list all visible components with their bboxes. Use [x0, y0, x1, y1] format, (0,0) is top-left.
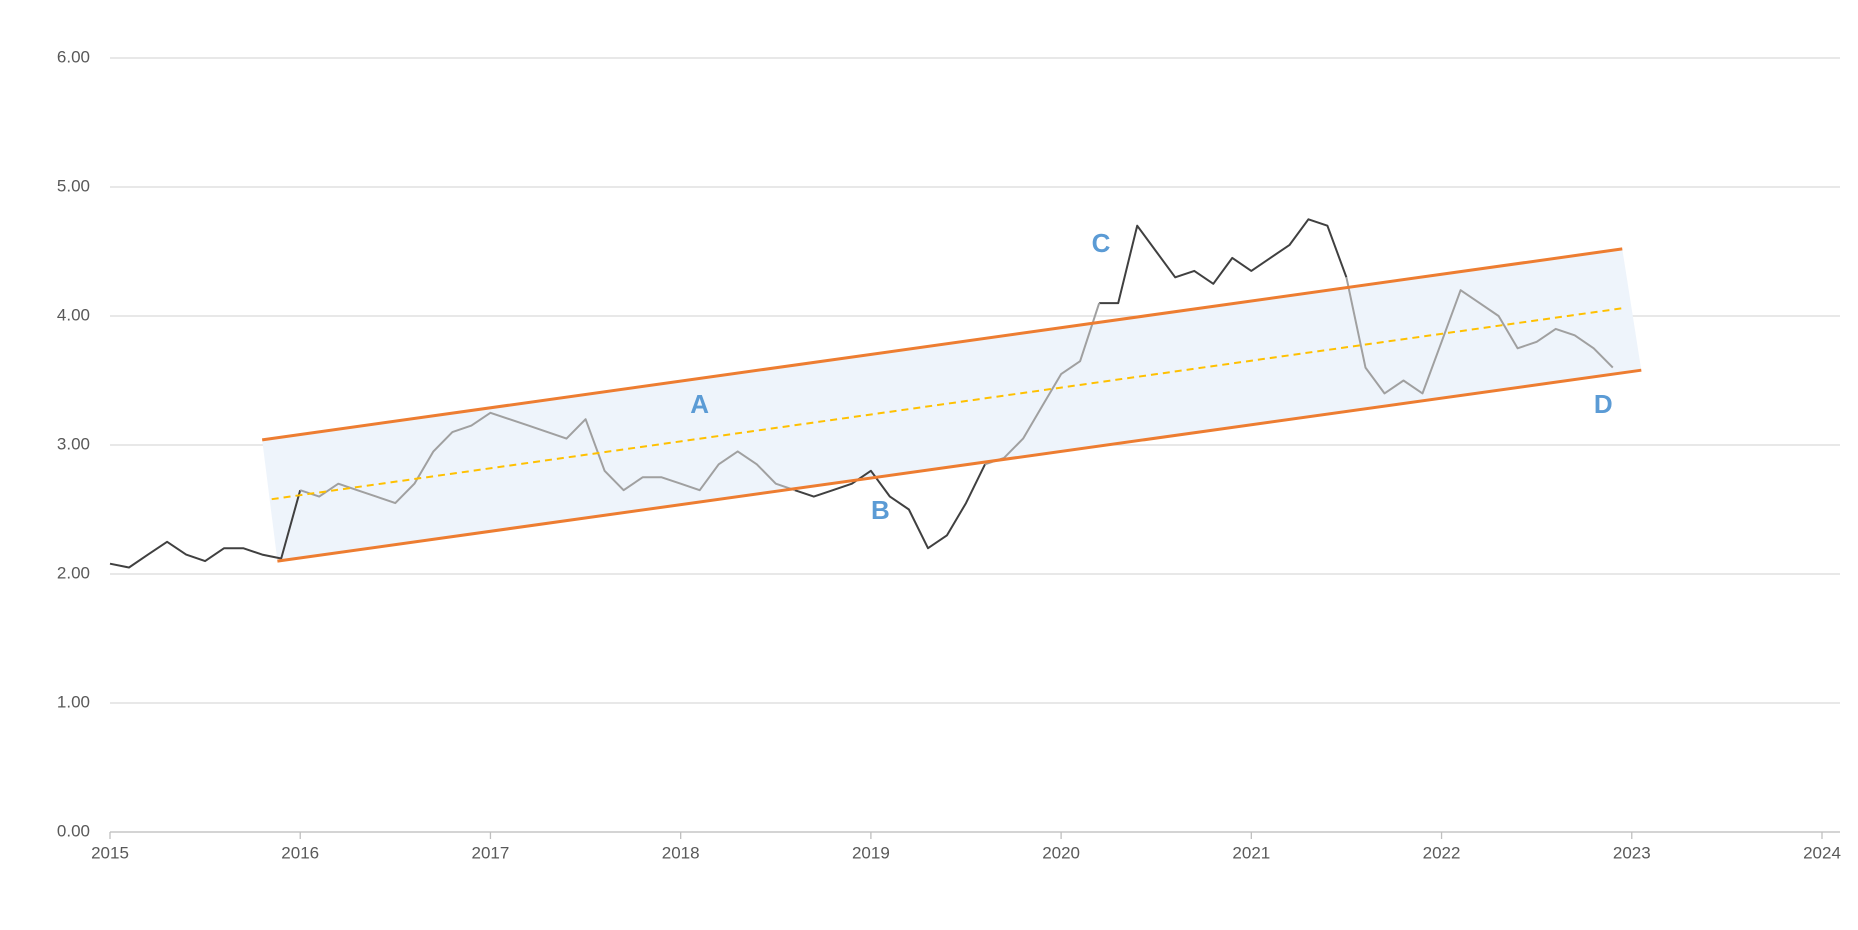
price-line	[109, 218, 1348, 569]
x-tick-label: 2021	[1232, 843, 1270, 862]
annotation: B	[871, 495, 890, 525]
x-tick-label: 2015	[91, 843, 129, 862]
x-tick-label: 2022	[1423, 843, 1461, 862]
y-tick-label: 6.00	[57, 47, 90, 66]
y-tick-label: 5.00	[57, 176, 90, 195]
trend-line	[277, 368, 1642, 563]
y-tick-label: 4.00	[57, 305, 90, 324]
x-tick-label: 2020	[1042, 843, 1080, 862]
x-tick-label: 2018	[662, 843, 700, 862]
annotation: A	[690, 389, 709, 419]
x-tick-label: 2017	[472, 843, 510, 862]
x-tick-label: 2019	[852, 843, 890, 862]
annotation: C	[1092, 228, 1111, 258]
x-tick-label: 2024	[1803, 843, 1841, 862]
y-tick-label: 0.00	[57, 821, 90, 840]
trend-line	[261, 247, 1623, 442]
y-tick-label: 1.00	[57, 692, 90, 711]
y-tick-label: 2.00	[57, 563, 90, 582]
channel-band	[262, 248, 1642, 562]
y-tick-label: 3.00	[57, 434, 90, 453]
x-tick-label: 2016	[281, 843, 319, 862]
x-tick-label: 2023	[1613, 843, 1651, 862]
annotation: D	[1594, 389, 1613, 419]
